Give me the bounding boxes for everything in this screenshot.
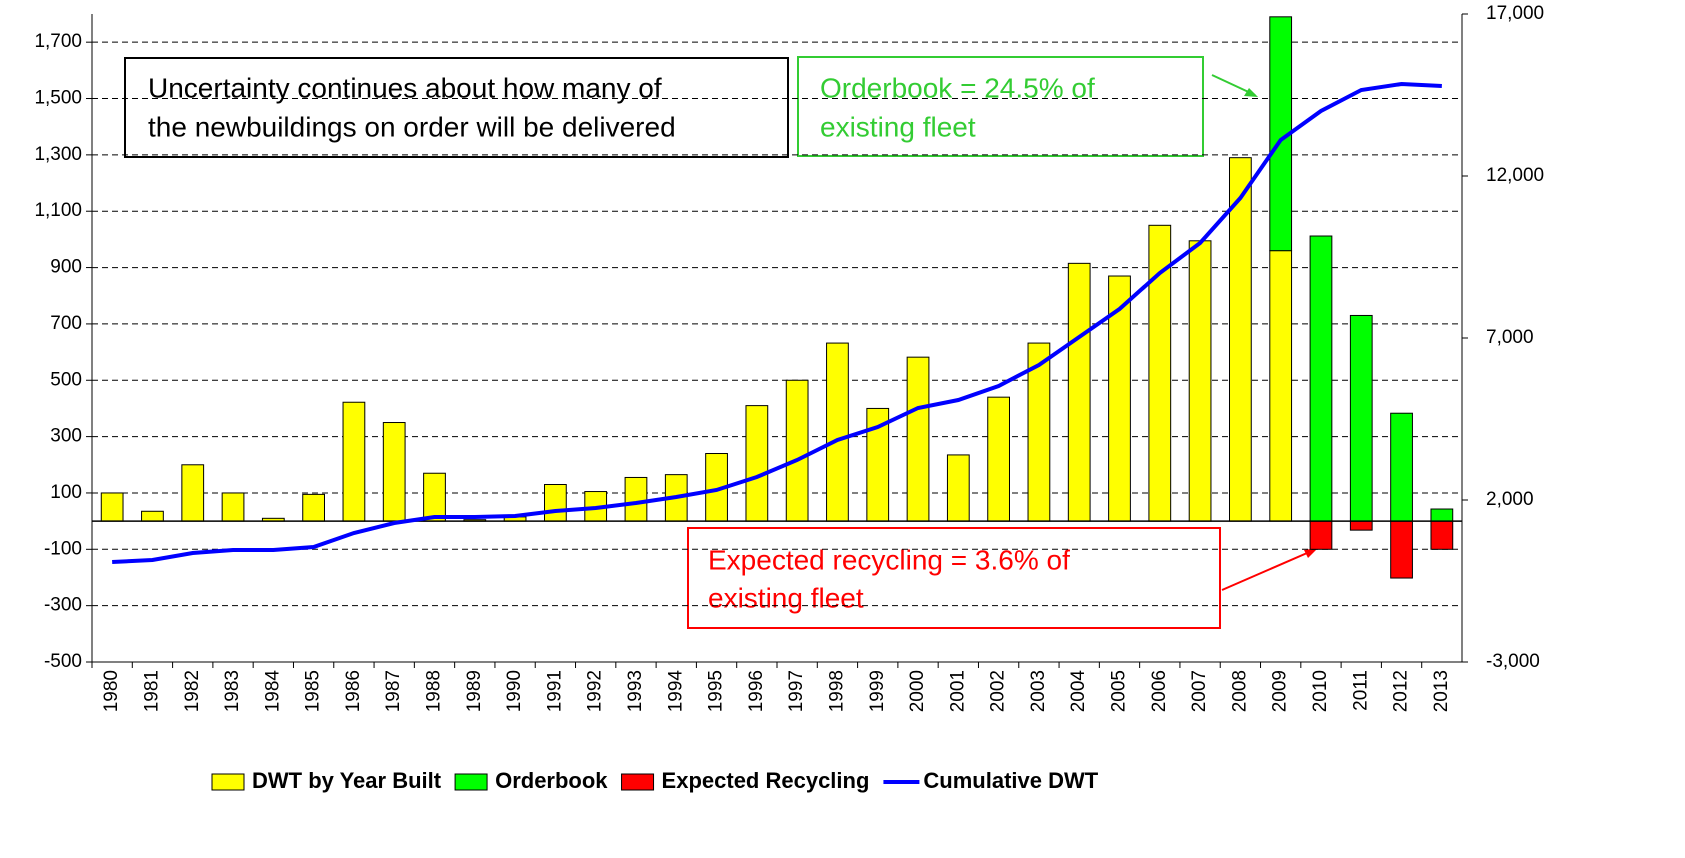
recycling-box [687,527,1221,629]
y-tick-label: 1,300 [34,144,82,165]
bar [1390,412,1413,522]
x-tick-label: 1988 [424,670,445,712]
legend-label: Expected Recycling [662,768,870,793]
bar [302,493,325,522]
arrow-head [1244,88,1258,97]
bar [342,401,366,522]
bar [1309,520,1333,550]
x-tick-label: 1994 [665,670,686,713]
x-tick-label: 2005 [1109,670,1130,712]
x-tick-label: 2010 [1310,670,1331,712]
y-tick-label: 900 [50,257,82,278]
y2-tick-label: 17,000 [1486,3,1544,24]
orderbook-box [797,56,1204,157]
x-tick-label: 1991 [544,670,565,712]
bar [1430,508,1454,522]
line [112,81,1442,565]
legend-swatch [454,773,488,791]
bar [423,472,446,522]
x-tick-label: 2007 [1189,670,1210,712]
x-tick-label: 1995 [706,670,727,712]
x-tick-label: 2004 [1068,670,1089,713]
x-tick-label: 2002 [988,670,1009,712]
y-tick-label: 500 [50,369,82,390]
bar [1349,520,1373,531]
bar [826,342,849,522]
bar [141,510,164,522]
bar [1067,262,1091,522]
x-tick-label: 1986 [343,670,364,712]
bar [1229,157,1252,522]
bar [785,379,809,522]
y2-tick-label: 2,000 [1486,489,1534,510]
y-tick-label: 1,100 [34,200,82,221]
bar [1390,520,1413,579]
y-tick-label: 1,500 [34,88,82,109]
x-tick-label: 1999 [867,670,888,712]
x-tick-label: 1998 [826,670,847,712]
x-tick-label: 2000 [907,670,928,712]
x-tick-label: 1983 [222,670,243,712]
y-tick-label: 1,700 [34,31,82,52]
bar [181,464,205,522]
x-tick-label: 2003 [1028,670,1049,712]
bar [1269,250,1293,522]
bar [987,396,1010,522]
bar [745,405,769,522]
y2-tick-label: -3,000 [1486,651,1540,672]
x-tick-label: 1980 [101,670,122,712]
x-tick-label: 1987 [383,670,404,712]
bar [624,476,648,522]
annotation: Expected recycling = 3.6% of [708,544,1070,575]
bar [1430,520,1454,550]
annotation: existing fleet [820,111,976,142]
bar [1309,235,1333,522]
x-tick-label: 2011 [1350,670,1371,711]
bar [946,454,970,522]
bar [1349,314,1373,522]
annotation: the newbuildings on order will be delive… [148,111,676,142]
x-tick-label: 1985 [303,670,324,712]
y-tick-label: -100 [44,538,82,559]
y2-tick-label: 12,000 [1486,165,1544,186]
bar [100,492,124,522]
x-tick-label: 2012 [1391,670,1412,712]
x-tick-label: 1989 [464,670,485,712]
x-tick-label: 1990 [504,670,525,712]
legend-swatch [621,773,655,791]
x-tick-label: 1996 [746,670,767,712]
x-tick-label: 1997 [786,670,807,712]
bar [906,356,930,522]
x-tick-label: 1984 [262,670,283,713]
note-box [124,57,789,158]
arrow-head [1304,548,1318,558]
bar [221,492,245,522]
x-tick-label: 1982 [182,670,203,712]
annotation: existing fleet [708,582,864,613]
arrow [1221,549,1315,591]
legend-swatch [211,773,245,791]
bar [544,484,567,522]
bar [1188,240,1212,522]
y-tick-label: 300 [50,426,82,447]
legend-label: DWT by Year Built [252,768,442,793]
y-tick-label: -500 [44,651,82,672]
y-tick-label: 700 [50,313,82,334]
x-tick-label: 1993 [625,670,646,712]
y-tick-label: 100 [50,482,82,503]
y-tick-label: -300 [44,595,82,616]
x-tick-label: 2009 [1270,670,1291,712]
x-tick-label: 2013 [1431,670,1452,712]
x-tick-label: 1981 [141,670,162,712]
x-tick-label: 1992 [585,670,606,712]
legend-label: Cumulative DWT [923,768,1098,793]
x-tick-label: 2001 [947,670,968,712]
bar [382,422,406,522]
legend-label: Orderbook [495,768,608,793]
y2-tick-label: 7,000 [1486,327,1534,348]
x-tick-label: 2008 [1229,670,1250,712]
x-tick-label: 2006 [1149,670,1170,712]
